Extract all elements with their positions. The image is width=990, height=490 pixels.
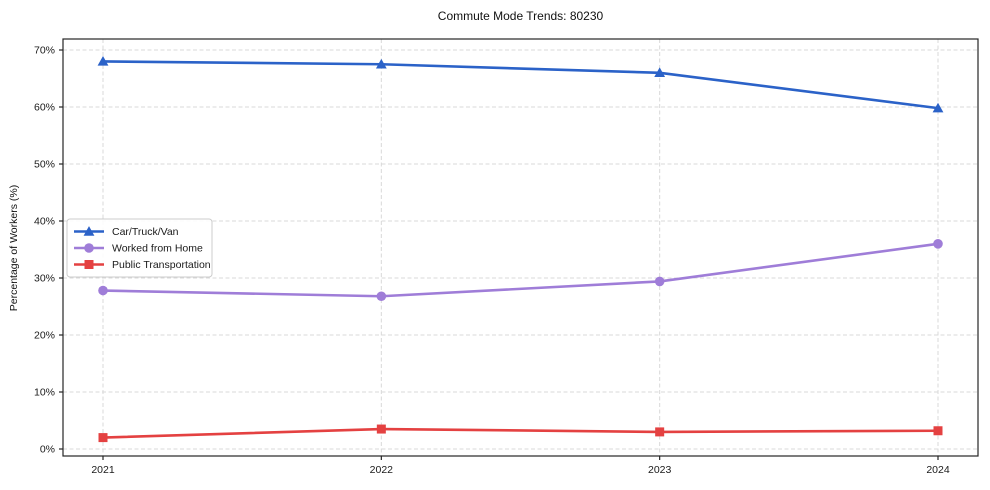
y-tick-label: 10% <box>34 387 55 399</box>
marker-car-truck-van <box>932 102 944 113</box>
y-tick-label: 60% <box>34 102 55 114</box>
y-tick-label: 30% <box>34 273 55 285</box>
series-line-worked-from-home <box>101 242 940 298</box>
x-tick-label: 2022 <box>370 464 394 476</box>
x-tick-label: 2021 <box>91 464 115 476</box>
legend-marker-worked-from-home <box>84 243 94 253</box>
legend-item-worked-from-home: Worked from Home <box>74 243 203 255</box>
legend-label: Public Transportation <box>112 259 211 271</box>
legend-box <box>66 218 213 278</box>
legend: Car/Truck/Van Worked from Home Public Tran… <box>66 218 213 278</box>
y-tick-label: 50% <box>34 159 55 171</box>
legend-label: Worked from Home <box>112 243 203 255</box>
y-tick-label: 20% <box>34 330 55 342</box>
marker-public-transportation <box>933 426 943 436</box>
legend-marker-public-transportation <box>84 260 94 269</box>
marker-worked-from-home <box>98 285 108 296</box>
marker-car-truck-van <box>654 67 666 77</box>
series-worked-from-home <box>98 239 943 302</box>
series-line-car-truck-van <box>101 60 940 110</box>
x-tick-label: 2024 <box>926 464 950 476</box>
marker-worked-from-home <box>376 291 387 302</box>
marker-car-truck-van <box>97 56 109 66</box>
legend-label: Car/Truck/Van <box>112 226 179 238</box>
legend-item-car-truck-van: Car/Truck/Van <box>74 226 179 238</box>
marker-public-transportation <box>98 433 108 443</box>
marker-public-transportation <box>655 427 665 437</box>
y-tick-label: 40% <box>34 216 55 228</box>
y-tick-label: 0% <box>40 444 55 456</box>
legend-marker-car-truck-van <box>83 226 95 236</box>
marker-car-truck-van <box>375 58 387 69</box>
marker-worked-from-home <box>654 276 665 287</box>
y-tick-label: 70% <box>34 45 55 57</box>
series-public-transportation <box>98 424 943 443</box>
marker-worked-from-home <box>933 239 943 249</box>
series-line-public-transportation <box>101 427 940 439</box>
axes-border <box>62 38 979 457</box>
x-tick-label: 2023 <box>648 464 672 476</box>
marker-public-transportation <box>376 424 386 434</box>
series-car-truck-van <box>97 56 944 113</box>
legend-item-public-transportation: Public Transportation <box>74 259 211 271</box>
